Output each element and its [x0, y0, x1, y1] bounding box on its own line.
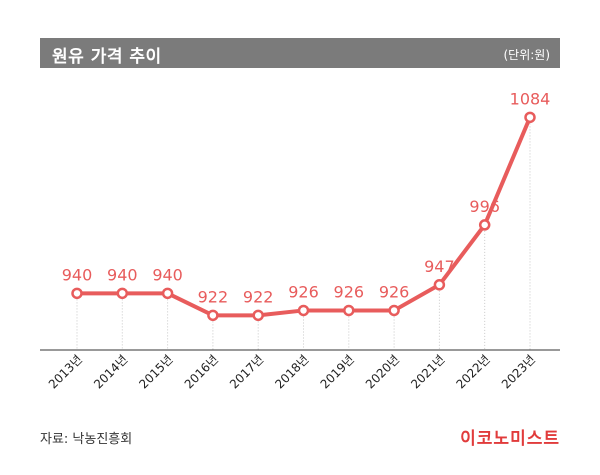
- x-tick-label: 2016년: [182, 352, 221, 391]
- x-tick-label: 2017년: [227, 352, 266, 391]
- chart-title-bar: 원유 가격 추이 (단위:원): [40, 38, 560, 68]
- x-tick-label: 2022년: [454, 352, 493, 391]
- x-tick-label: 2014년: [91, 352, 130, 391]
- brand-logo: 이코노미스트: [460, 429, 560, 449]
- data-point: [343, 304, 355, 317]
- data-label: 940: [107, 265, 138, 284]
- x-tick-label: 2020년: [363, 352, 402, 391]
- data-label: 926: [379, 282, 410, 301]
- data-point: [252, 309, 264, 322]
- x-tick-label: 2021년: [408, 352, 447, 391]
- data-point: [433, 279, 446, 291]
- data-point: [116, 287, 129, 300]
- x-tick-label: 2015년: [136, 352, 175, 391]
- data-label: 940: [62, 265, 93, 284]
- data-point: [71, 287, 83, 300]
- data-label: 996: [469, 197, 500, 216]
- data-label: 1084: [510, 89, 551, 108]
- data-point: [161, 287, 174, 300]
- data-label: 922: [198, 287, 229, 306]
- data-point: [207, 309, 219, 322]
- chart-title: 원유 가격 추이: [52, 47, 162, 67]
- data-point: [524, 111, 536, 124]
- data-label: 940: [152, 265, 183, 284]
- data-point: [297, 304, 310, 317]
- data-label: 926: [334, 282, 365, 301]
- data-label: 926: [288, 282, 319, 301]
- data-point: [388, 304, 400, 317]
- x-tick-label: 2019년: [318, 352, 357, 391]
- x-tick-label: 2023년: [499, 352, 538, 391]
- data-label: 922: [243, 287, 274, 306]
- source-note: 자료: 낙농진흥회: [40, 432, 133, 447]
- data-point: [478, 219, 491, 231]
- data-label: 947: [424, 257, 455, 276]
- x-tick-label: 2013년: [46, 352, 85, 391]
- unit-label: (단위:원): [503, 48, 550, 62]
- x-tick-label: 2018년: [272, 352, 311, 391]
